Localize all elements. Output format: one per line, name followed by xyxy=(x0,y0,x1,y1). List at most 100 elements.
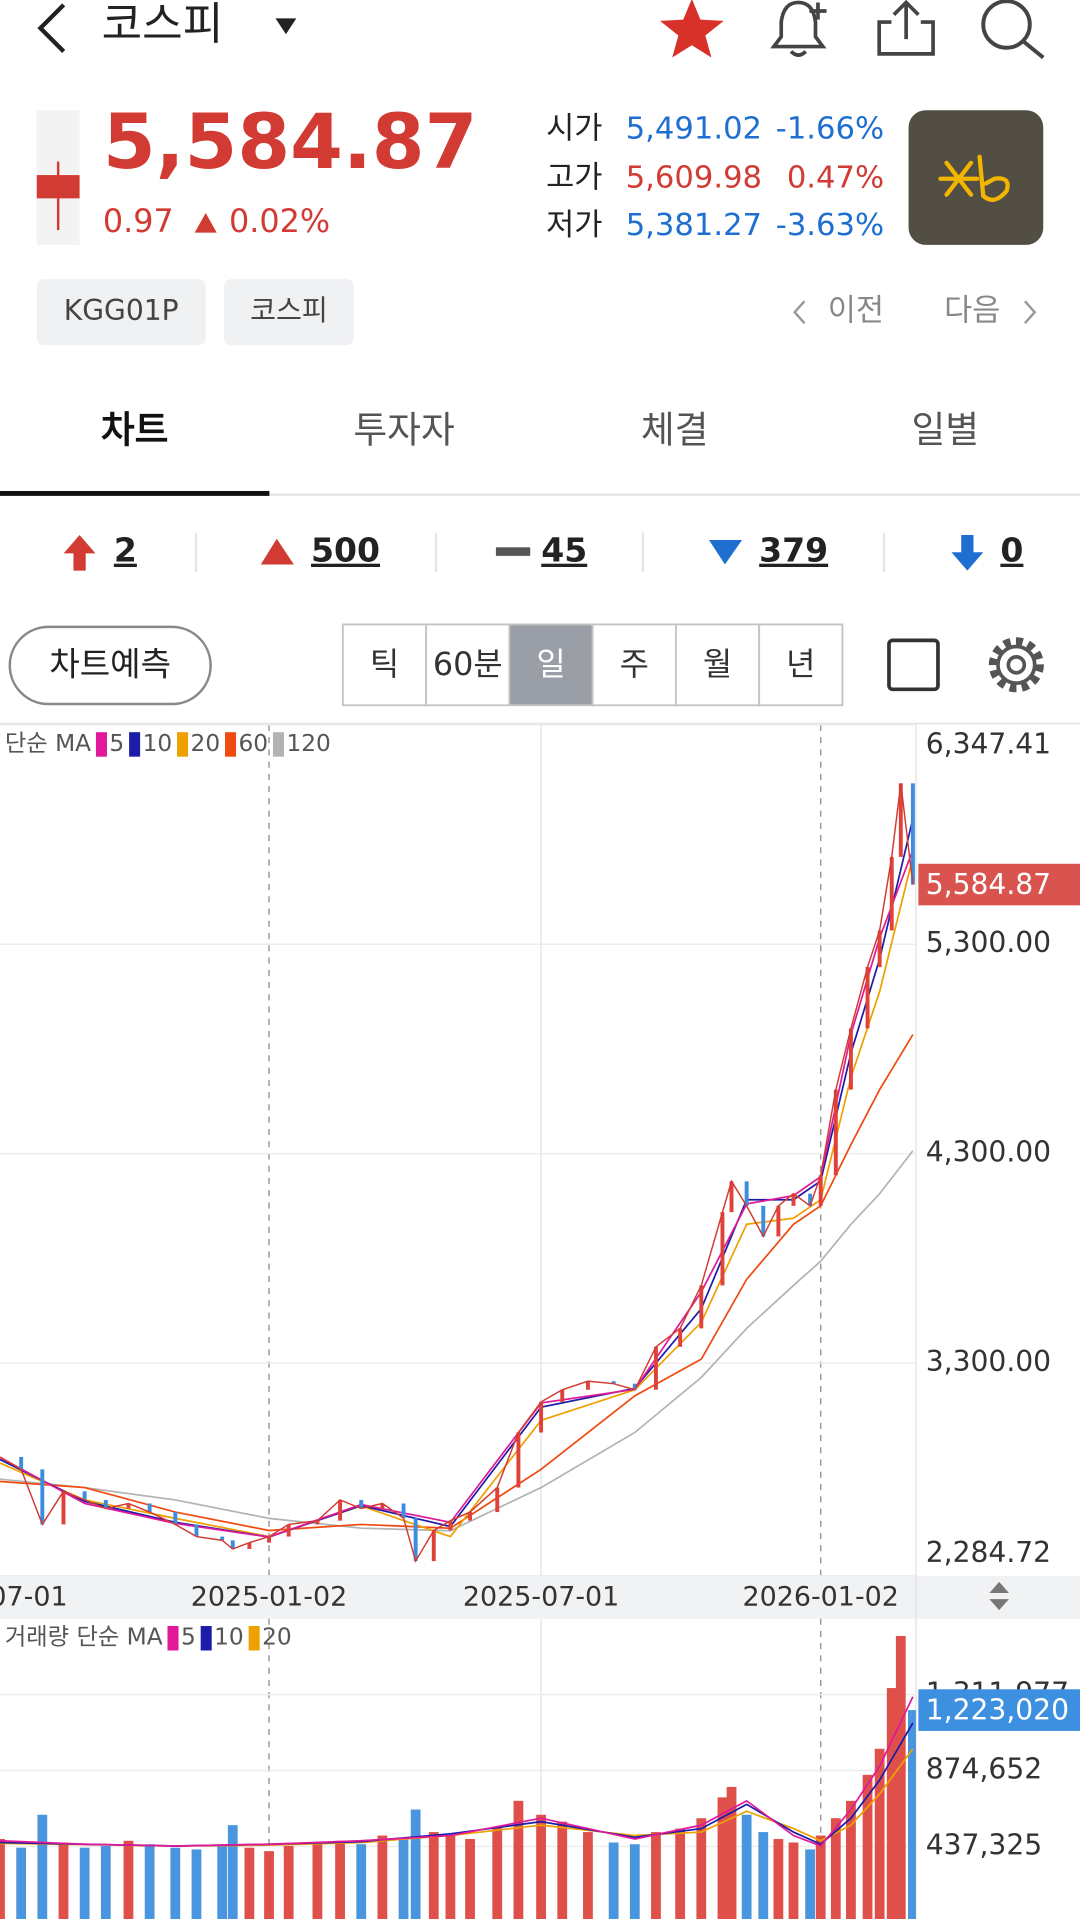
candle xyxy=(61,1491,66,1525)
legend-title: 거래량 단순 MA xyxy=(5,1624,163,1651)
volume-bar xyxy=(862,1774,873,1919)
volume-bar xyxy=(629,1844,640,1919)
candle xyxy=(776,1205,781,1237)
tag-label[interactable]: KGG01P xyxy=(64,294,179,327)
next-button[interactable]: 다음 xyxy=(944,294,1000,329)
y-tick-label: 2,284.72 xyxy=(926,1536,1051,1569)
period-label[interactable]: 주 xyxy=(620,645,649,683)
up-icon xyxy=(194,213,217,233)
legend-label: 20 xyxy=(262,1624,292,1651)
candle xyxy=(833,1089,838,1176)
volume-bar xyxy=(675,1828,686,1919)
candle xyxy=(103,1499,108,1509)
volume-bar xyxy=(170,1847,181,1919)
volume-bar xyxy=(377,1835,388,1919)
volume-bar xyxy=(58,1842,69,1919)
volume-bar xyxy=(244,1847,255,1919)
checkbox[interactable] xyxy=(887,638,940,692)
alert-icon[interactable] xyxy=(770,0,827,57)
candle xyxy=(126,1503,131,1509)
volume-bar xyxy=(79,1847,90,1919)
tag[interactable] xyxy=(224,279,354,346)
expand-up-icon[interactable] xyxy=(989,1581,1009,1593)
y-tick-label: 4,300.00 xyxy=(926,1136,1051,1169)
volume-bar xyxy=(123,1840,134,1919)
tab[interactable]: 일별 xyxy=(912,409,980,452)
candle xyxy=(539,1401,544,1433)
candle xyxy=(431,1530,436,1562)
expand-down-icon[interactable] xyxy=(989,1599,1009,1611)
candle xyxy=(359,1499,364,1509)
candle xyxy=(818,1175,823,1206)
ma-line xyxy=(0,1696,914,1847)
unchanged-icon xyxy=(495,547,531,556)
breadth-count[interactable]: 500 xyxy=(311,531,380,570)
prev-button[interactable]: 이전 xyxy=(828,294,884,329)
ma-line xyxy=(0,818,914,1538)
tab[interactable]: 체결 xyxy=(641,409,709,452)
volume-bar xyxy=(805,1849,816,1919)
prev-chevron[interactable] xyxy=(793,300,806,325)
legend-swatch xyxy=(272,732,285,757)
next-chevron[interactable] xyxy=(1023,300,1037,325)
candle xyxy=(865,967,870,1029)
candle xyxy=(40,1469,45,1525)
volume-bar xyxy=(846,1800,856,1919)
candle xyxy=(82,1491,87,1500)
candle xyxy=(791,1193,796,1206)
breadth-count[interactable]: 0 xyxy=(1000,531,1023,570)
volume-bar xyxy=(0,1839,5,1919)
period-label[interactable]: 틱 xyxy=(370,645,399,683)
legend-swatch xyxy=(248,1626,260,1651)
predict-button[interactable] xyxy=(8,625,212,706)
period-button[interactable] xyxy=(675,623,761,707)
share-icon[interactable] xyxy=(877,0,935,56)
y-tick-label: 6,347.41 xyxy=(926,728,1051,761)
candle xyxy=(632,1383,637,1390)
legend-label: 20 xyxy=(191,730,221,757)
period-button[interactable] xyxy=(758,623,844,707)
legend-label: 60 xyxy=(238,730,268,757)
tab[interactable]: 차트 xyxy=(101,409,169,452)
price-line xyxy=(0,783,914,1563)
candle xyxy=(338,1499,343,1521)
candle xyxy=(495,1487,500,1513)
candle xyxy=(585,1381,590,1390)
breadth-count[interactable]: 45 xyxy=(541,531,587,570)
tag[interactable] xyxy=(36,279,206,346)
ohlc-pct: -3.63% xyxy=(776,208,884,243)
period-label[interactable]: 년 xyxy=(786,645,815,683)
tab[interactable]: 투자자 xyxy=(353,409,454,452)
settings-icon[interactable] xyxy=(988,637,1044,693)
y-tick-label: 3,300.00 xyxy=(926,1345,1051,1378)
candle xyxy=(413,1518,418,1562)
volume-bar xyxy=(335,1840,345,1919)
period-label[interactable]: 월 xyxy=(703,645,732,683)
volume-bar xyxy=(16,1847,27,1919)
candle xyxy=(173,1512,178,1525)
ma-line xyxy=(0,856,914,1538)
dropdown-icon[interactable] xyxy=(275,18,297,35)
page-title[interactable]: 코스피 xyxy=(102,0,224,50)
decline-icon xyxy=(708,539,743,565)
y-tick-label: 437,325 xyxy=(926,1828,1042,1861)
ohlc-pct: 0.47% xyxy=(787,160,884,195)
search-icon[interactable] xyxy=(981,0,1045,60)
candle xyxy=(889,856,894,931)
tag-label[interactable]: 코스피 xyxy=(250,294,328,327)
period-button[interactable] xyxy=(508,623,594,707)
period-label[interactable]: 60분 xyxy=(433,645,503,683)
period-label[interactable]: 일 xyxy=(536,645,565,683)
predict-label[interactable]: 차트예측 xyxy=(49,645,171,684)
period-button[interactable] xyxy=(591,623,677,707)
legend-swatch xyxy=(167,1626,179,1651)
limit-down-icon xyxy=(951,535,984,571)
breadth-count[interactable]: 379 xyxy=(759,531,828,570)
legend-title: 단순 MA xyxy=(5,730,91,757)
breadth-count[interactable]: 2 xyxy=(114,531,137,570)
legend-label: 5 xyxy=(109,730,124,757)
favorite-icon[interactable] xyxy=(660,0,724,58)
back-button[interactable] xyxy=(37,3,66,53)
